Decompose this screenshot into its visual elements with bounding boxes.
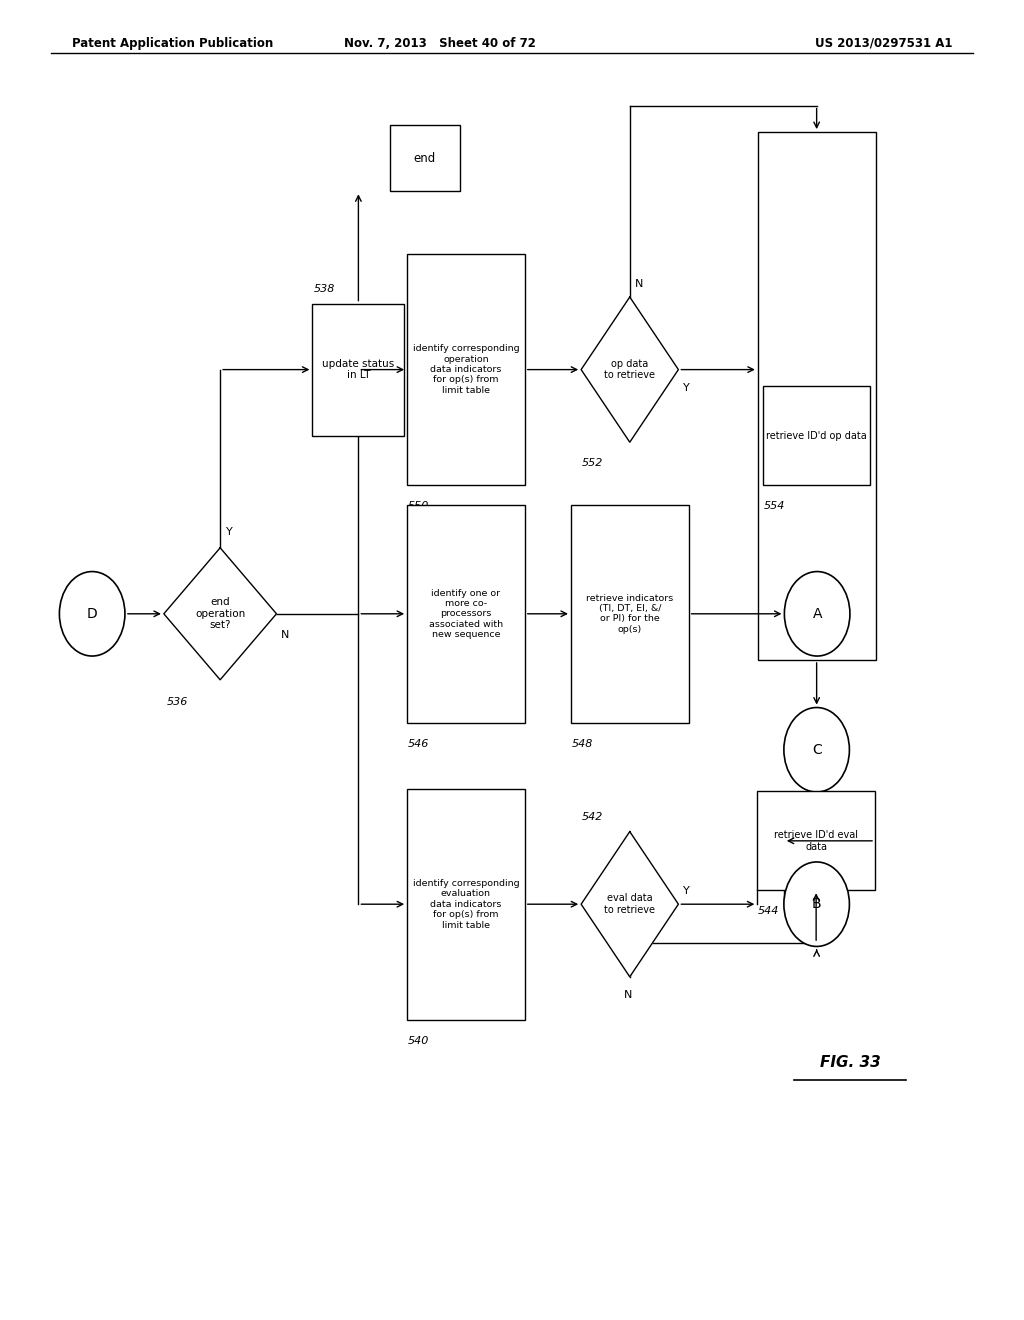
Circle shape [784,708,850,792]
Text: Nov. 7, 2013   Sheet 40 of 72: Nov. 7, 2013 Sheet 40 of 72 [344,37,537,50]
Text: end
operation
set?: end operation set? [195,597,246,631]
Text: retrieve indicators
(TI, DT, EI, &/
or PI) for the
op(s): retrieve indicators (TI, DT, EI, &/ or P… [586,594,674,634]
Text: Y: Y [682,383,689,393]
Text: US 2013/0297531 A1: US 2013/0297531 A1 [815,37,952,50]
FancyBboxPatch shape [408,255,525,486]
Text: 538: 538 [313,284,335,294]
Text: 548: 548 [571,739,593,748]
Text: 550: 550 [408,502,429,511]
Text: C: C [812,743,821,756]
Circle shape [784,862,850,946]
Text: identify corresponding
evaluation
data indicators
for op(s) from
limit table: identify corresponding evaluation data i… [413,879,519,929]
Text: A: A [812,607,822,620]
Text: 536: 536 [167,697,188,708]
Text: 546: 546 [408,739,429,748]
Text: 544: 544 [758,906,779,916]
Text: 554: 554 [764,502,785,511]
Text: identify one or
more co-
processors
associated with
new sequence: identify one or more co- processors asso… [429,589,503,639]
FancyBboxPatch shape [758,791,874,890]
FancyBboxPatch shape [390,125,460,191]
Text: retrieve ID'd eval
data: retrieve ID'd eval data [774,830,858,851]
Text: retrieve ID'd op data: retrieve ID'd op data [766,430,867,441]
Polygon shape [582,297,678,442]
Text: identify corresponding
operation
data indicators
for op(s) from
limit table: identify corresponding operation data in… [413,345,519,395]
Text: N: N [635,279,643,289]
FancyBboxPatch shape [758,132,876,660]
Text: end: end [414,152,436,165]
Polygon shape [164,548,276,680]
Text: Y: Y [226,527,233,537]
Text: Patent Application Publication: Patent Application Publication [72,37,273,50]
Text: 552: 552 [582,458,603,469]
Text: N: N [624,990,632,1001]
Text: D: D [87,607,97,620]
Text: B: B [812,898,821,911]
Polygon shape [582,832,678,977]
Text: 540: 540 [408,1035,429,1045]
Text: FIG. 33: FIG. 33 [819,1055,881,1071]
FancyBboxPatch shape [312,304,404,436]
Text: update status
in LT: update status in LT [323,359,394,380]
Circle shape [59,572,125,656]
FancyBboxPatch shape [571,504,688,722]
Text: op data
to retrieve: op data to retrieve [604,359,655,380]
Text: 542: 542 [582,812,603,822]
Text: Y: Y [682,886,689,896]
FancyBboxPatch shape [408,504,525,722]
Text: eval data
to retrieve: eval data to retrieve [604,894,655,915]
FancyBboxPatch shape [763,387,870,486]
Text: N: N [281,630,289,640]
FancyBboxPatch shape [408,789,525,1019]
Circle shape [784,572,850,656]
